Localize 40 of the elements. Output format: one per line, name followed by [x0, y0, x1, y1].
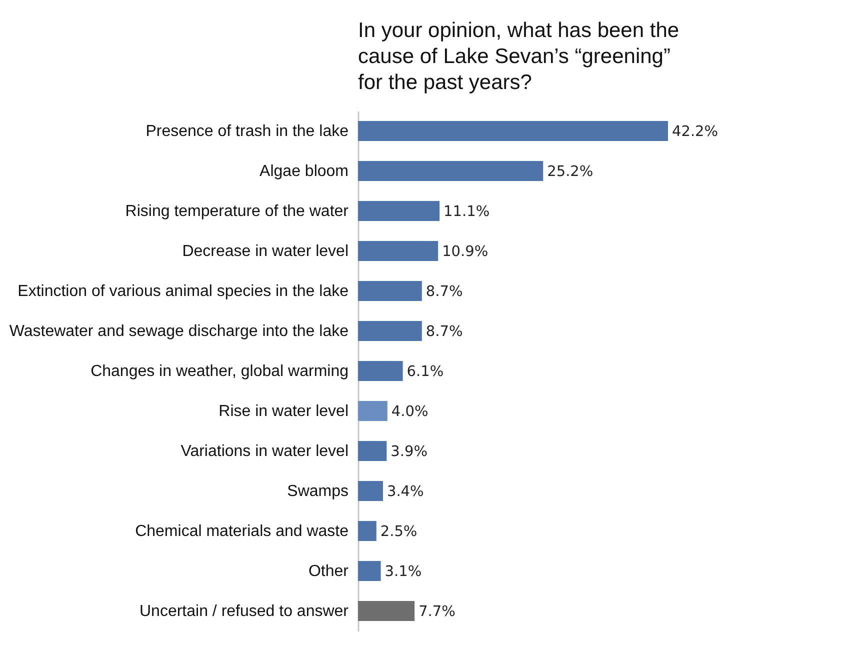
y-tick-label: Other: [308, 563, 350, 580]
y-tick-label: Wastewater and sewage discharge into the lake: [9, 323, 349, 340]
bar: [358, 401, 388, 421]
data-label: 25.2%: [547, 164, 594, 180]
data-label: 6.1%: [406, 364, 444, 380]
bar: [358, 441, 387, 461]
bar: [358, 321, 422, 341]
bar: [358, 361, 403, 381]
y-tick-label: Rising temperature of the water: [125, 203, 350, 220]
y-tick-label: Variations in water level: [180, 443, 348, 460]
y-tick-label: Extinction of various animal species in the lake: [18, 283, 349, 300]
bar: [358, 481, 383, 501]
y-tick-label: Chemical materials and waste: [135, 523, 349, 540]
bar: [358, 281, 422, 301]
bar: [358, 561, 381, 581]
y-tick-label: Algae bloom: [260, 163, 348, 180]
bar: [358, 121, 668, 141]
data-label: 8.7%: [426, 284, 463, 300]
data-label: 2.5%: [380, 524, 418, 540]
y-tick-label: Changes in weather, global warming: [90, 363, 348, 380]
data-label: 3.4%: [386, 484, 424, 500]
data-label: 7.7%: [418, 604, 456, 620]
bar: [358, 241, 438, 261]
data-label: 11.1%: [444, 204, 490, 220]
data-label: 8.7%: [426, 324, 463, 340]
bar: [358, 601, 415, 621]
data-label: 3.1%: [384, 564, 422, 580]
data-label: 4.0%: [391, 404, 428, 420]
data-label: 10.9%: [442, 244, 488, 260]
y-tick-label: Rise in water level: [218, 403, 348, 420]
bar: [358, 201, 440, 221]
y-tick-label: Swamps: [287, 483, 348, 500]
chart-title: In your opinion, what has been the cause of Lake Sevan’s “greening” for the past years?: [358, 19, 680, 94]
bar: [358, 521, 376, 541]
data-label: 42.2%: [672, 124, 718, 140]
y-tick-label: Uncertain / refused to answer: [140, 603, 350, 620]
bar: [358, 161, 544, 181]
y-tick-label: Presence of trash in the lake: [146, 123, 349, 140]
data-label: 3.9%: [390, 444, 428, 460]
y-tick-label: Decrease in water level: [182, 243, 348, 260]
